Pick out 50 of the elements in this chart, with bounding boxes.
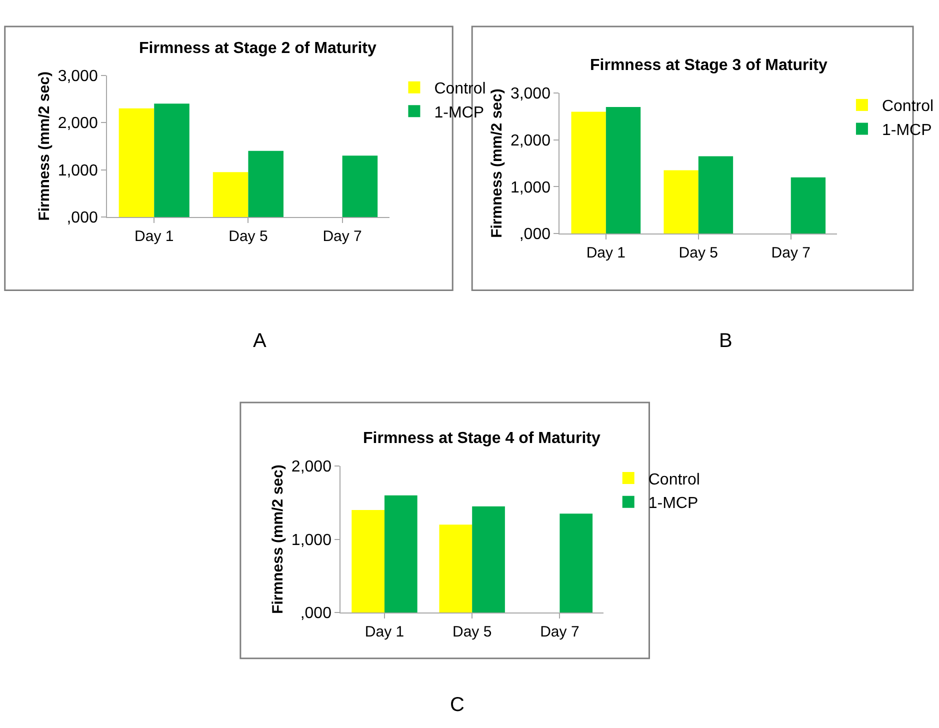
- bar: [571, 112, 606, 234]
- x-tick-label: Day 7: [322, 228, 362, 245]
- y-tick-label: 3,000: [58, 68, 98, 85]
- y-axis-title: Firmness (mm/2 sec): [270, 464, 287, 614]
- x-tick-label: Day 7: [540, 624, 580, 641]
- legend-label: Control: [882, 98, 934, 116]
- x-tick-label: Day 5: [678, 244, 718, 262]
- y-tick-label: ,000: [519, 226, 551, 244]
- bar: [384, 495, 418, 613]
- y-tick-label: 2,000: [58, 115, 98, 132]
- y-tick-label: 3,000: [510, 86, 551, 103]
- y-tick-label: 2,000: [510, 132, 551, 150]
- legend-label: Control: [648, 471, 700, 488]
- legend-label: 1-MCP: [434, 104, 484, 122]
- text: A: [253, 330, 267, 352]
- text: B: [719, 330, 732, 352]
- y-tick-label: 1,000: [291, 532, 332, 549]
- chart-title: Firmness at Stage 2 of Maturity: [139, 40, 376, 57]
- bar: [342, 156, 378, 217]
- chart-title: Firmness at Stage 3 of Maturity: [590, 57, 828, 74]
- legend-label: Control: [434, 80, 486, 98]
- bar: [472, 506, 505, 613]
- y-tick-label: ,000: [66, 210, 98, 227]
- bar: [698, 156, 734, 234]
- x-tick-label: Day 1: [586, 244, 626, 262]
- y-tick-label: 1,000: [510, 179, 551, 196]
- y-tick-label: ,000: [300, 605, 332, 622]
- bar: [118, 108, 154, 217]
- x-tick-label: Day 7: [771, 244, 810, 262]
- bar: [154, 104, 190, 217]
- bar: [212, 172, 248, 217]
- bar: [560, 514, 593, 613]
- bar: [352, 510, 384, 613]
- bar: [606, 107, 641, 234]
- x-tick-label: Day 1: [134, 228, 174, 245]
- y-tick-label: 1,000: [58, 162, 98, 180]
- legend-label: 1-MCP: [882, 122, 932, 139]
- chart-title: Firmness at Stage 4 of Maturity: [363, 430, 600, 447]
- bar: [664, 170, 698, 234]
- y-axis-title: Firmness (mm/2 sec): [36, 72, 54, 221]
- bar: [790, 177, 826, 234]
- x-tick-label: Day 1: [364, 624, 404, 641]
- x-tick-label: Day 5: [452, 624, 492, 641]
- y-axis-title: Firmness (mm/2 sec): [488, 88, 506, 238]
- bar: [248, 150, 284, 217]
- legend-label: 1-MCP: [648, 495, 698, 512]
- bar: [439, 524, 472, 613]
- text: C: [450, 694, 464, 716]
- x-tick-label: Day 5: [228, 228, 268, 245]
- y-tick-label: 2,000: [291, 458, 332, 476]
